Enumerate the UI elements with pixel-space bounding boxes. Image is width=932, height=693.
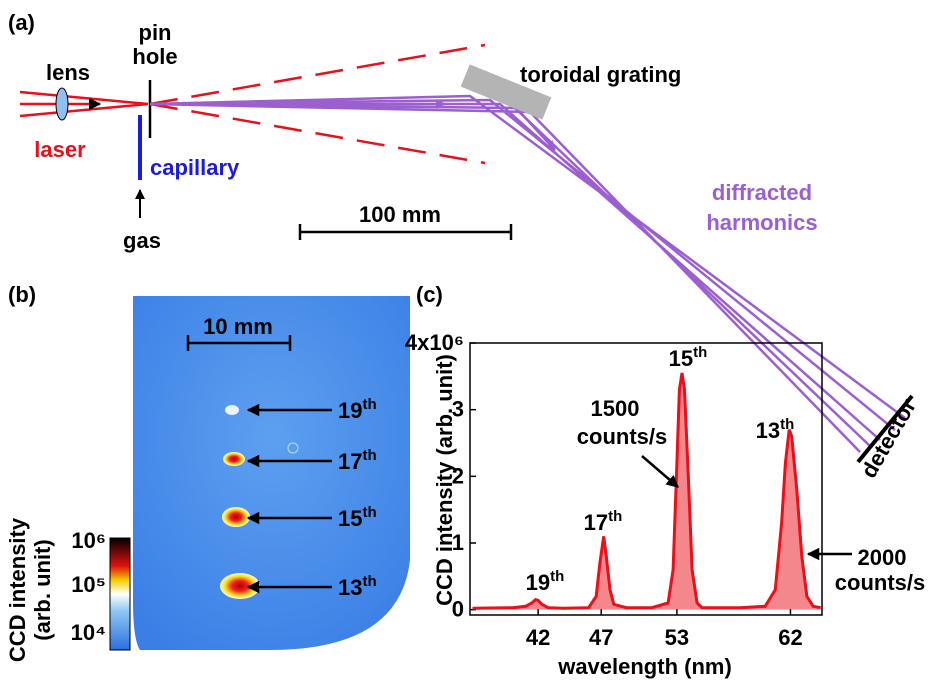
plot-frame bbox=[470, 343, 822, 615]
harmonic-number: 15 bbox=[669, 346, 693, 371]
grating-label: toroidal grating bbox=[520, 62, 681, 87]
harmonic-suffix: th bbox=[780, 416, 794, 433]
arrow bbox=[642, 456, 678, 487]
harmonic-number: 13 bbox=[756, 418, 780, 443]
harmonic-suffix: th bbox=[550, 568, 564, 585]
harmonic-suffix: th bbox=[693, 344, 707, 361]
pinhole-label: pin bbox=[139, 20, 172, 45]
capillary-label: capillary bbox=[150, 155, 240, 180]
x-tick-label: 42 bbox=[526, 625, 550, 650]
harmonic-suffix: th bbox=[362, 504, 376, 521]
harmonic-label: 17th bbox=[584, 508, 623, 535]
panel-label: (b) bbox=[8, 282, 36, 307]
x-tick-label: 47 bbox=[589, 625, 613, 650]
y-tick-label: 2 bbox=[452, 463, 464, 488]
y-tick-label: 0 bbox=[452, 597, 464, 622]
harmonic-label: 15th bbox=[669, 344, 708, 371]
annotation: counts/s bbox=[577, 424, 667, 449]
gas-label: gas bbox=[123, 228, 161, 253]
harmonic-suffix: th bbox=[608, 508, 622, 525]
scale-label: 10 mm bbox=[203, 314, 273, 339]
harmonic-suffix: th bbox=[362, 447, 376, 464]
panel-label: (a) bbox=[8, 10, 35, 35]
lens-label: lens bbox=[46, 60, 90, 85]
harmonic-number: 19 bbox=[338, 398, 362, 423]
panel-c: (c) wavelength (nm) CCD intensity (arb. … bbox=[405, 282, 925, 679]
laser-label: laser bbox=[34, 137, 86, 162]
colorbar-tick: 10⁴ bbox=[71, 620, 106, 645]
harmonic-suffix: th bbox=[362, 396, 376, 413]
colorbar-title: (arb. unit) bbox=[30, 539, 55, 640]
colorbar-tick: 10⁵ bbox=[71, 572, 106, 597]
x-axis-label: wavelength (nm) bbox=[557, 654, 732, 679]
panel-label: (c) bbox=[416, 282, 443, 307]
annotation: 1500 bbox=[591, 396, 640, 421]
y-tick-label: 1 bbox=[452, 530, 464, 555]
y-tick-label: 3 bbox=[452, 397, 464, 422]
diffracted-label: harmonics bbox=[706, 210, 817, 235]
lens-icon bbox=[56, 88, 68, 120]
pinhole-label: hole bbox=[132, 44, 177, 69]
figure: (a) lens laser pin hole capillary gas to… bbox=[0, 0, 932, 688]
x-tick-label: 62 bbox=[778, 625, 802, 650]
harmonic-suffix: th bbox=[362, 573, 376, 590]
scale-label: 100 mm bbox=[359, 202, 441, 227]
diffracted-label: diffracted bbox=[712, 180, 812, 205]
harmonic-label: 19th bbox=[526, 568, 565, 595]
colorbar bbox=[110, 538, 130, 650]
spot bbox=[223, 452, 245, 466]
harmonic-number: 15 bbox=[338, 506, 362, 531]
spot bbox=[225, 405, 239, 415]
harmonic-number: 19 bbox=[526, 570, 550, 595]
colorbar-tick: 10⁶ bbox=[71, 528, 106, 553]
harmonic-number: 13 bbox=[338, 575, 362, 600]
annotation: counts/s bbox=[835, 570, 925, 595]
spot bbox=[222, 507, 250, 527]
colorbar-title: CCD intensity bbox=[5, 517, 30, 662]
harmonic-number: 17 bbox=[584, 510, 608, 535]
harmonic-number: 17 bbox=[338, 449, 362, 474]
annotation: 2000 bbox=[858, 545, 907, 570]
ccd-image bbox=[133, 296, 410, 650]
x-tick-label: 53 bbox=[665, 625, 689, 650]
y-tick-label: 4x10⁶ bbox=[405, 330, 464, 355]
